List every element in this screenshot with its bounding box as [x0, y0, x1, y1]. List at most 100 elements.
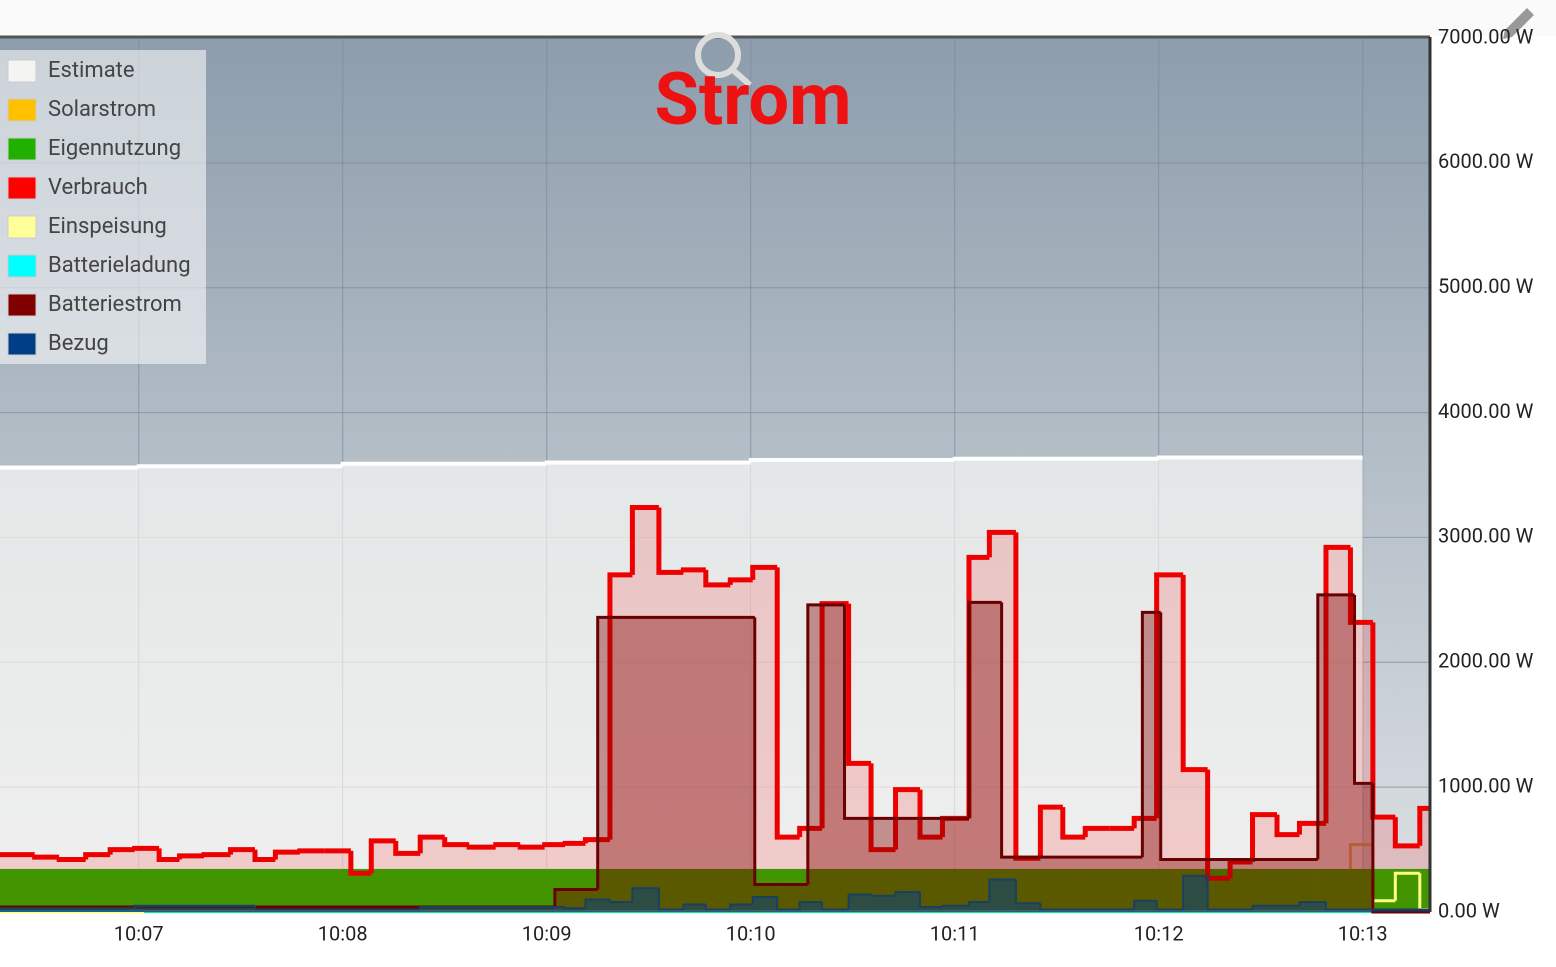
- area-step: [658, 909, 684, 912]
- area-step: [705, 909, 731, 912]
- area-step: [730, 579, 753, 912]
- legend-label: Bezug: [48, 331, 109, 356]
- line-step: [1353, 594, 1373, 785]
- area-step: [230, 849, 255, 912]
- area-step: [520, 847, 545, 912]
- area-step: [324, 850, 351, 912]
- zoom-reset-icon[interactable]: [695, 32, 752, 88]
- area-step: [777, 837, 800, 912]
- area-step: [1372, 817, 1396, 912]
- line-step: [136, 464, 343, 469]
- area-step: [920, 907, 943, 912]
- line-step: [1316, 593, 1355, 860]
- area-step: [420, 837, 445, 912]
- area-step: [597, 617, 755, 912]
- line-step: [656, 507, 684, 575]
- area-step: [495, 844, 521, 912]
- line-step: [988, 878, 1016, 903]
- area-step: [59, 859, 86, 912]
- line-step: [751, 896, 778, 905]
- legend-swatch: [7, 59, 37, 83]
- area-step: [989, 879, 1016, 912]
- area-step: [1419, 808, 1430, 912]
- line-step: [564, 907, 586, 910]
- area-step: [705, 584, 731, 912]
- line-step: [252, 849, 276, 863]
- y-tick-label: 0.00 W: [1438, 898, 1500, 922]
- area-step: [968, 557, 990, 912]
- area-step: [777, 909, 800, 912]
- line-step: [1140, 610, 1161, 858]
- area-step: [1109, 828, 1135, 912]
- area-step: [942, 818, 969, 912]
- line-step: [1417, 805, 1430, 846]
- area-step: [1277, 834, 1300, 912]
- top-bar: [0, 0, 1556, 36]
- area-step: [1230, 862, 1253, 912]
- x-tick-label: 10:09: [522, 921, 572, 945]
- legend-label: Estimate: [48, 58, 135, 83]
- line-step: [442, 837, 470, 848]
- area-step: [799, 902, 823, 912]
- line-step: [894, 891, 921, 896]
- area-step: [254, 859, 276, 912]
- area-step: [420, 907, 566, 912]
- line-step: [107, 847, 135, 855]
- area-step: [799, 828, 823, 912]
- chart-title: Strom: [655, 57, 852, 142]
- area-step: [1040, 807, 1063, 912]
- line-step: [917, 789, 943, 840]
- y-tick-label: 4000.00 W: [1438, 399, 1534, 423]
- line-step: [1182, 874, 1208, 910]
- line-step: [562, 840, 586, 846]
- line-step: [680, 567, 706, 573]
- line-step: [703, 569, 731, 588]
- area-step: [822, 909, 849, 912]
- legend-label: Einspeisung: [48, 214, 167, 239]
- line-step: [419, 906, 566, 910]
- legend-swatch: [7, 137, 37, 161]
- line-step: [1206, 875, 1253, 911]
- area-step: [203, 854, 231, 912]
- line-step: [1082, 825, 1110, 838]
- edit-icon[interactable]: [1503, 8, 1534, 39]
- line-step: [657, 888, 684, 911]
- line-step: [132, 845, 160, 851]
- x-tick-label: 10:13: [1338, 921, 1388, 945]
- area-step: [0, 908, 135, 912]
- line-step: [1347, 547, 1373, 625]
- x-tick-label: 10:07: [114, 921, 164, 945]
- line-step: [608, 899, 633, 904]
- line-step: [1393, 871, 1420, 901]
- line-step: [952, 456, 1159, 461]
- area-step: [609, 902, 633, 912]
- line-step: [201, 852, 231, 858]
- line-step: [1037, 804, 1063, 859]
- area-step: [444, 844, 470, 912]
- area-step: [159, 859, 180, 912]
- area-step: [299, 850, 325, 912]
- line-step: [348, 850, 372, 876]
- area-step: [942, 905, 969, 912]
- line-step: [1250, 812, 1277, 863]
- area-step: [1156, 909, 1184, 912]
- line-step: [1180, 574, 1208, 773]
- area-step: [544, 844, 566, 912]
- legend-label: Batteriestrom: [48, 292, 182, 317]
- line-step: [1156, 455, 1363, 460]
- area-step: [920, 837, 943, 912]
- line-step: [750, 564, 778, 580]
- y-tick-label: 1000.00 W: [1438, 773, 1534, 797]
- y-tick-label: 2000.00 W: [1438, 649, 1534, 673]
- line-step: [1133, 899, 1157, 910]
- area-step: [138, 466, 343, 912]
- line-step: [821, 902, 849, 911]
- area-step: [1207, 878, 1231, 912]
- area-step: [1395, 845, 1420, 912]
- line-step: [368, 838, 396, 874]
- area-step: [968, 902, 990, 912]
- legend-label: Batterieladung: [48, 253, 191, 278]
- line-step: [846, 603, 872, 766]
- area-step: [871, 895, 896, 912]
- line-step: [1298, 901, 1326, 906]
